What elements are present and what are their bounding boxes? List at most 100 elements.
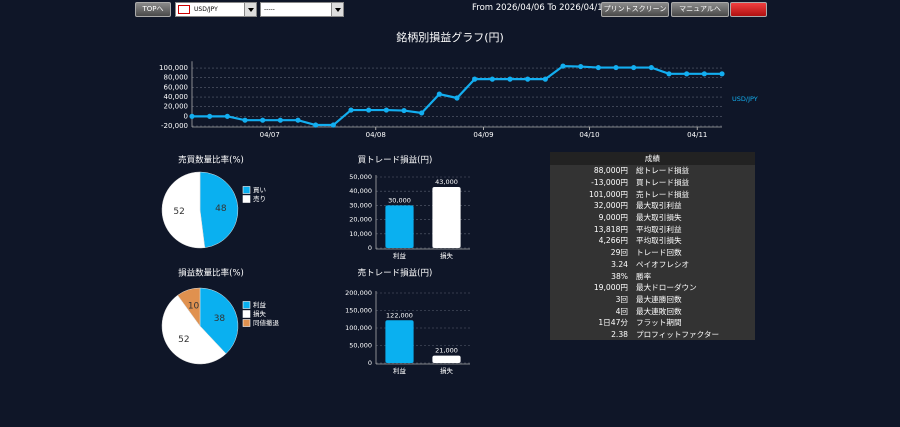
stats-row: 29回 トレード回数 [550,247,755,259]
x-tick-label: 04/11 [687,131,707,139]
bar-value-label: 43,000 [435,178,458,186]
pie-slice [177,287,201,327]
stats-value: 101,000円 [589,189,628,199]
chart-title: 損益数量比率(%) [178,268,244,279]
pie-label: 52 [178,335,189,345]
point [383,107,389,113]
chart-title: 銘柄別損益グラフ(円) [396,30,504,44]
stats-label: 最大取引利益 [636,201,682,211]
stats-value: 88,000円 [593,166,628,176]
second-select[interactable]: ----- [260,2,344,17]
stats-row: 4,266円 平均取引損失 [550,235,755,247]
y-tick-label: 200,000 [345,289,372,297]
stats-label: ペイオフレシオ [636,259,690,269]
point [701,71,707,77]
y-tick-label: 80,000 [164,74,189,82]
chart-title: 売買数量比率(%) [178,155,244,166]
y-tick-label: 20,000 [164,103,189,111]
pie-label: 48 [215,204,227,214]
stats-row: 4回 最大連敗回数 [550,305,755,317]
point [684,71,690,77]
legend-swatch [242,195,251,203]
stats-row: 88,000円 総トレード損益 [550,165,755,177]
stats-row: 1日47分 フラット期間 [550,317,755,329]
stats-value: 29回 [610,248,628,258]
stats-label: 買トレード損益 [636,178,690,188]
pie-label: 38 [214,314,226,324]
stats-row: -13,000円 買トレード損益 [550,177,755,189]
y-tick-label: -20,000 [161,122,188,130]
point [613,64,619,71]
point [578,63,584,70]
x-tick-label: 04/09 [473,131,493,139]
point [401,107,407,114]
pie-label: 52 [173,207,184,217]
stats-title: 成績 [550,152,755,165]
stats-label: 最大連勝回数 [636,294,682,304]
bar-value-label: 21,000 [435,347,458,355]
y-tick-label: 30,000 [349,201,372,209]
y-tick-label: 100,000 [345,324,372,332]
stats-value: 9,000円 [598,213,628,223]
x-tick-label: 04/10 [579,131,599,139]
point [507,76,513,82]
y-tick-label: 0 [368,244,372,252]
y-tick-label: 0 [368,359,372,367]
top-button[interactable]: TOPへ [135,2,171,17]
stats-label: フラット期間 [636,318,682,328]
stats-label: 平均取引利益 [636,224,682,234]
point [224,113,230,119]
stats-value: 13,818円 [593,224,628,234]
y-tick-label: 0 [184,112,188,120]
point [436,91,442,97]
y-tick-label: 100,000 [159,64,188,72]
y-tick-label: 60,000 [164,83,189,91]
pie-slice [161,294,227,365]
stats-value: 38% [611,271,628,281]
stats-row: 9,000円 最大取引損失 [550,212,755,224]
symbol-select[interactable]: USD/JPY [175,2,257,17]
print-button[interactable]: プリントスクリーン [601,2,669,17]
y-tick-label: 50,000 [349,342,372,350]
y-tick-label: 40,000 [164,93,189,101]
stats-label: 売トレード損益 [636,189,690,199]
legend-swatch [242,319,251,327]
y-tick-label: 150,000 [345,307,372,315]
stats-label: 最大ドローダウン [636,283,697,293]
stats-value: 2.38 [611,329,628,339]
point [595,64,601,71]
x-tick-label: 利益 [393,366,407,375]
point [719,71,725,77]
symbol-text: USD/JPY [194,6,218,13]
manual-button[interactable]: マニュアルへ [671,2,729,17]
stats-row: 19,000円 最大ドローダウン [550,282,755,294]
x-tick-label: 損失 [440,366,454,375]
select-text: ----- [264,6,275,13]
stats-value: 32,000円 [593,201,628,211]
point [348,107,354,113]
chart-title: 買トレード損益(円) [358,155,433,166]
legend-swatch [242,186,251,194]
point [666,71,672,77]
stats-value: 3回 [615,294,628,304]
bar-value-label: 122,000 [386,311,413,319]
y-tick-label: 40,000 [349,187,372,195]
dropdown-arrow [244,3,256,16]
stats-row: 3回 最大連勝回数 [550,294,755,306]
legend-label: 同値撤退 [253,318,280,327]
point [260,117,266,123]
red-button[interactable] [730,2,767,17]
stats-label: 平均取引損失 [636,236,682,246]
bar [432,186,461,248]
stats-row: 3.24 ペイオフレシオ [550,259,755,271]
stats-value: 19,000円 [593,283,628,293]
x-tick-label: 04/07 [260,131,280,139]
bar-value-label: 30,000 [388,196,411,204]
point [295,117,301,123]
y-tick-label: 10,000 [349,230,372,238]
stats-row: 101,000円 売トレード損益 [550,188,755,200]
legend-label: 利益 [253,300,267,309]
stats-value: 3.24 [611,259,628,269]
